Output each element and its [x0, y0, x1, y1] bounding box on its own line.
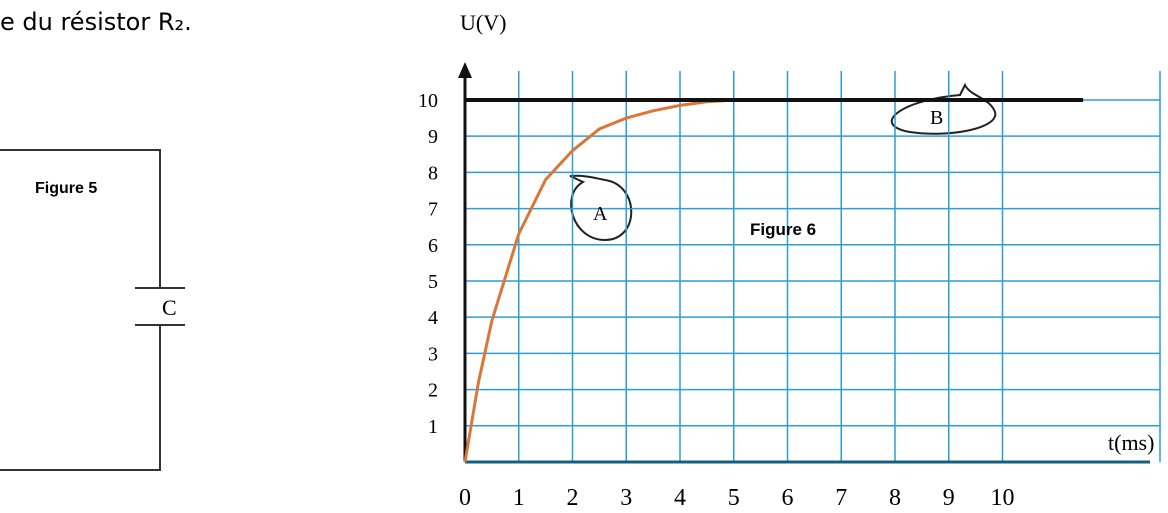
y-axis-label: U(V)	[460, 10, 506, 35]
y-tick-label: 6	[428, 235, 438, 257]
x-tick-label: 7	[835, 485, 847, 511]
series-line	[463, 98, 734, 463]
series-label: B	[930, 107, 943, 129]
capacitor-label: C	[162, 295, 177, 320]
bubble-b	[890, 82, 997, 135]
x-tick-label: 1	[513, 485, 525, 511]
x-tick-label: 9	[943, 485, 955, 511]
y-tick-label: 9	[428, 126, 438, 148]
y-tick-label: 4	[428, 307, 438, 329]
y-arrow	[458, 62, 472, 78]
x-tick-label: 8	[889, 485, 901, 511]
figure6-caption: Figure 6	[750, 220, 816, 239]
x-tick-label: 2	[567, 485, 579, 511]
y-tick-label: 3	[428, 343, 438, 365]
y-tick-label: 1	[428, 416, 438, 438]
x-tick-label: 4	[674, 485, 686, 511]
x-tick-label: 0	[459, 485, 471, 511]
x-axis-label: t(ms)	[1108, 430, 1154, 455]
x-tick-label: 3	[620, 485, 632, 511]
x-tick-label: 6	[782, 485, 794, 511]
y-tick-label: 5	[428, 271, 438, 293]
x-tick-label: 5	[728, 485, 740, 511]
y-tick-label: 2	[428, 380, 438, 402]
y-tick-label: 10	[418, 90, 438, 112]
series-label: A	[593, 203, 608, 225]
y-tick-label: 8	[428, 162, 438, 184]
circuit	[0, 149, 185, 471]
header-text: e du résistor R₂.	[0, 8, 192, 36]
x-tick-label: 10	[991, 485, 1015, 511]
y-tick-label: 7	[428, 199, 438, 221]
figure5-caption: Figure 5	[35, 180, 97, 197]
